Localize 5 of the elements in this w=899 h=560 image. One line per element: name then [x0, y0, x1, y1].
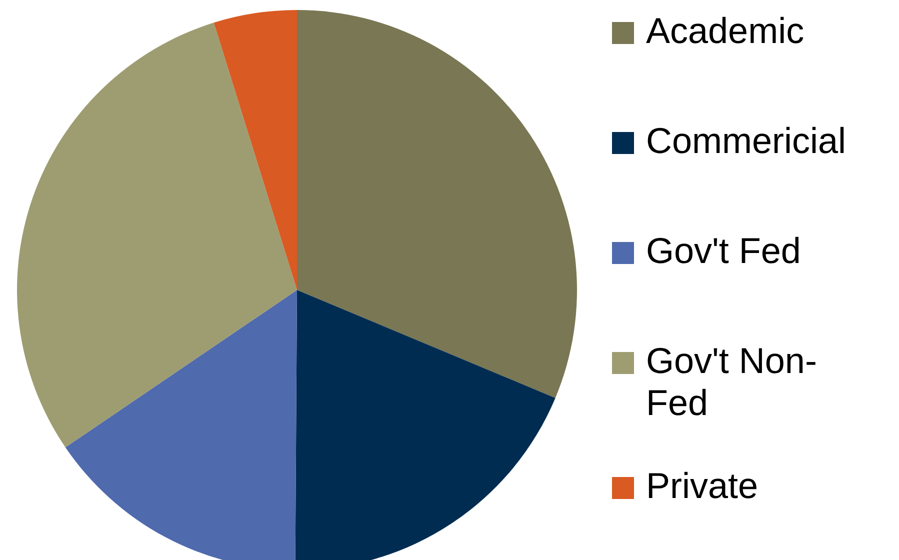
legend-label: Gov't Non-Fed [646, 340, 818, 424]
legend-label: Commericial [646, 120, 848, 162]
legend-label: Gov't Fed [646, 230, 802, 272]
legend-label: Private [646, 465, 760, 507]
legend-label: Academic [646, 10, 806, 52]
